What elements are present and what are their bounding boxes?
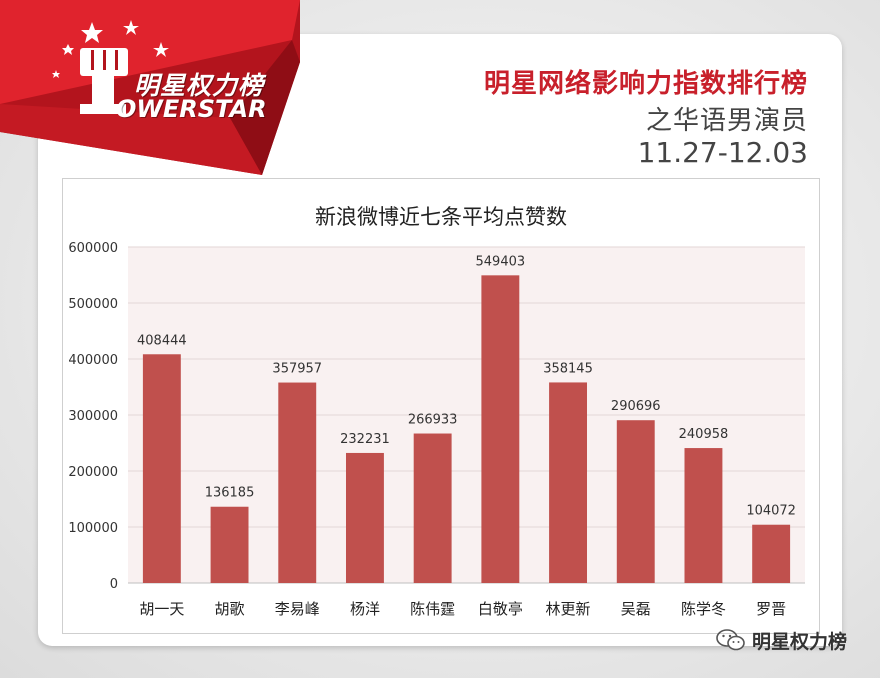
chart-title: 新浪微博近七条平均点赞数 bbox=[315, 205, 567, 229]
bar-chart: 0 100000 200000 300000 400000 500000 600000 408… bbox=[68, 241, 805, 618]
bar bbox=[684, 448, 723, 583]
y-tick-label: 200000 bbox=[68, 465, 118, 480]
bar bbox=[210, 506, 249, 583]
date-range: 11.27-12.03 bbox=[637, 136, 808, 169]
y-tick-label: 500000 bbox=[68, 297, 118, 312]
bar bbox=[413, 433, 452, 583]
data-label: 408444 bbox=[137, 333, 187, 348]
data-label: 240958 bbox=[679, 427, 729, 442]
data-label: 232231 bbox=[340, 432, 390, 447]
bar bbox=[345, 452, 384, 583]
wechat-icon bbox=[716, 629, 745, 651]
data-label: 358145 bbox=[543, 361, 593, 376]
bar bbox=[481, 275, 520, 583]
data-label: 357957 bbox=[272, 362, 322, 377]
data-label: 104072 bbox=[746, 504, 796, 519]
x-tick-label: 李易峰 bbox=[275, 600, 320, 618]
page-subtitle: 之华语男演员 bbox=[645, 106, 808, 136]
x-tick-label: 吴磊 bbox=[621, 600, 651, 618]
x-tick-label: 陈伟霆 bbox=[410, 600, 455, 618]
page-title: 明星网络影响力指数排行榜 bbox=[483, 69, 808, 99]
data-label: 290696 bbox=[611, 399, 661, 414]
bar bbox=[616, 420, 655, 583]
brand-name-cn: 明星权力榜 bbox=[134, 71, 265, 100]
bar bbox=[752, 524, 791, 583]
brand-banner bbox=[0, 0, 300, 175]
y-tick-label: 100000 bbox=[68, 521, 118, 536]
x-tick-label: 胡歌 bbox=[215, 600, 245, 618]
x-tick-label: 罗晋 bbox=[756, 600, 786, 618]
y-tick-label: 0 bbox=[110, 577, 118, 592]
x-tick-label: 陈学冬 bbox=[681, 600, 726, 618]
x-tick-label: 白敬亭 bbox=[478, 600, 523, 618]
y-tick-label: 300000 bbox=[68, 409, 118, 424]
data-label: 549403 bbox=[476, 254, 526, 269]
x-tick-label: 杨洋 bbox=[350, 600, 380, 618]
bar bbox=[142, 354, 181, 583]
brand-name-en: OWERSTAR bbox=[116, 95, 267, 123]
data-label: 266933 bbox=[408, 413, 458, 428]
watermark-text: 明星权力榜 bbox=[752, 630, 848, 653]
y-tick-label: 600000 bbox=[68, 241, 118, 256]
bar bbox=[549, 382, 588, 583]
watermark: 明星权力榜 bbox=[716, 628, 848, 653]
x-tick-label: 林更新 bbox=[546, 600, 591, 618]
x-tick-label: 胡一天 bbox=[139, 600, 184, 618]
data-label: 136185 bbox=[205, 486, 255, 501]
bar bbox=[278, 382, 317, 583]
chart-frame: 新浪微博近七条平均点赞数 0 100000 200000 300000 400000 50… bbox=[62, 178, 820, 634]
y-tick-label: 400000 bbox=[68, 353, 118, 368]
